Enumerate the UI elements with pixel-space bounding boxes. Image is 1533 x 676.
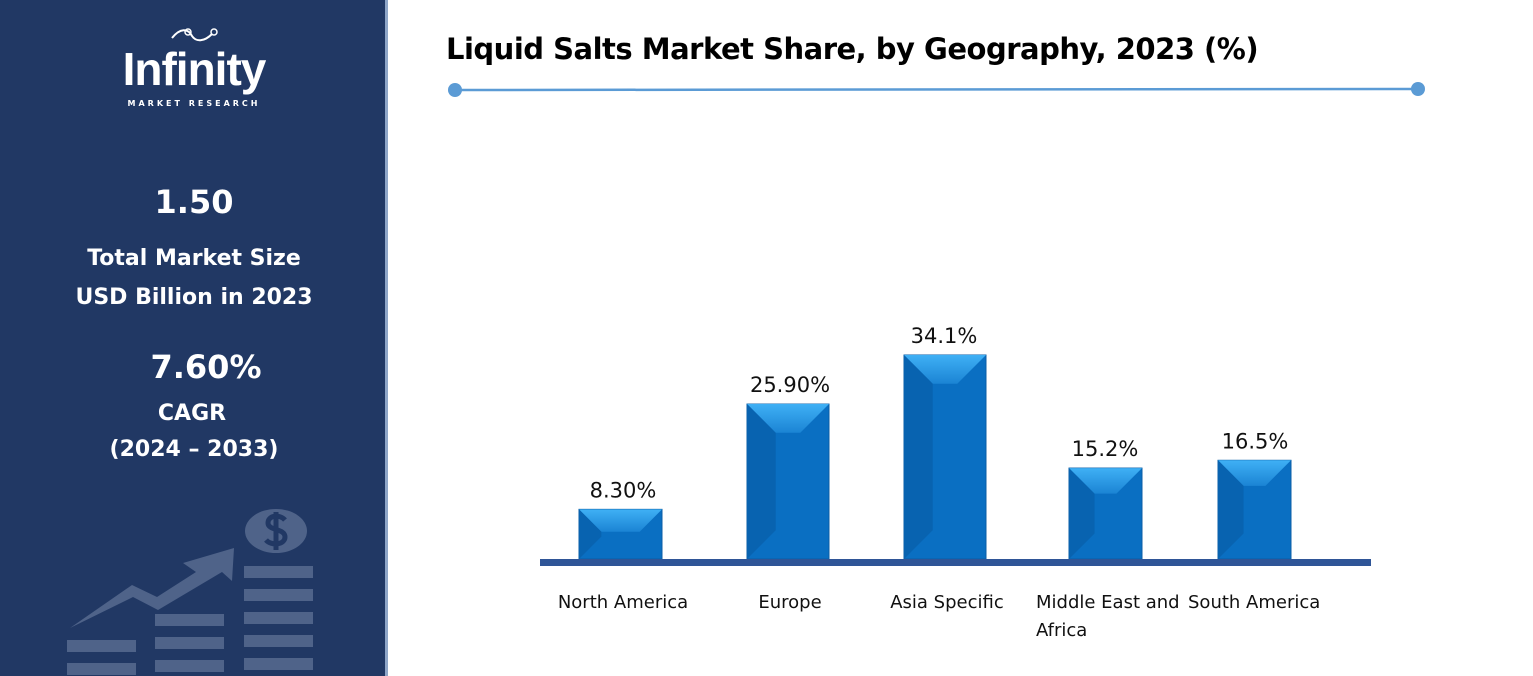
data-label: 16.5% [1222,429,1289,453]
data-label: 15.2% [1072,437,1139,461]
data-label: 8.30% [590,478,657,502]
bar-2 [903,354,987,560]
category-label: South America [1188,592,1321,613]
cagr-period: (2024 – 2033) [109,437,279,462]
category-label: Middle East and Africa [1036,592,1180,641]
logo: Infinity MARKET RESEARCH [0,28,388,110]
sidebar: Infinity MARKET RESEARCH 1.50 Total Mark… [0,0,388,676]
market-size-label: Total Market Size [87,246,301,271]
bar-0 [578,508,663,560]
growth-arrow-coins-icon [67,509,313,675]
divider-dot-right [1411,82,1425,96]
logo-subtext: MARKET RESEARCH [127,99,261,108]
bar-4 [1217,459,1292,560]
market-size-unit: USD Billion in 2023 [75,285,313,310]
logo-infinity-icon [171,28,218,42]
cagr-label: CAGR [157,401,227,426]
bar-1 [746,403,830,560]
chart-title: Liquid Salts Market Share, by Geography,… [446,32,1259,66]
category-label: Asia Specific [890,592,1004,613]
title-divider [454,87,1419,92]
x-axis-line [540,559,1371,566]
cagr-value: 7.60% [150,348,262,386]
bar-3 [1068,467,1143,560]
data-label: 25.90% [750,373,830,397]
market-size-value: 1.50 [154,183,234,221]
divider-dot-left [448,83,462,97]
category-label: North America [557,592,689,613]
data-label: 34.1% [911,324,978,348]
category-label: Europe [758,592,822,613]
logo-text: Infinity [122,43,267,95]
